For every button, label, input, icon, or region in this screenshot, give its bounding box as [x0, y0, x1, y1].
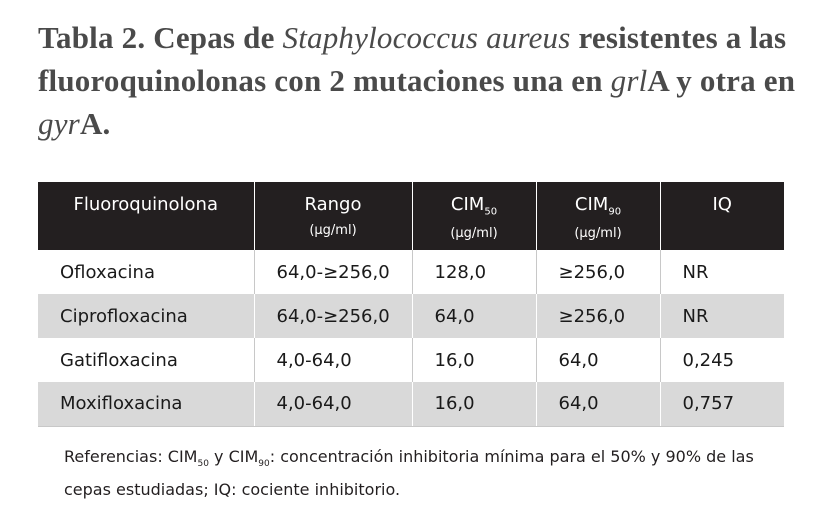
cell-drug: Moxifloxacina	[38, 382, 254, 427]
table-title: Tabla 2. Cepas de Staphylococcus aureus …	[38, 16, 798, 145]
cell-cim50: 64,0	[411, 294, 536, 338]
header-rango-unit: (µg/ml)	[309, 223, 357, 238]
title-prefix: Tabla 2. Cepas de	[38, 20, 283, 55]
header-cim50-unit: (µg/ml)	[450, 225, 498, 241]
cell-cim50: 128,0	[411, 250, 536, 294]
cell-cim90: 64,0	[535, 382, 660, 427]
header-fluoroquinolona: Fluoroquinolona	[38, 182, 254, 250]
table-row: Gatifloxacina 4,0-64,0 16,0 64,0 0,245	[38, 338, 784, 382]
table-header-row: Fluoroquinolona Rango (µg/ml) CIM50 (µg/ml…	[38, 182, 784, 250]
table-row: Ciprofloxacina 64,0-≥256,0 64,0 ≥256,0 N…	[38, 294, 784, 338]
table-row: Ofloxacina 64,0-≥256,0 128,0 ≥256,0 NR	[38, 250, 784, 294]
cell-cim50: 16,0	[411, 338, 536, 382]
cell-drug: Ofloxacina	[38, 250, 254, 294]
title-gene-grl: grl	[610, 63, 648, 98]
header-iq: IQ	[659, 182, 784, 250]
title-gene-gyr-suffix: A.	[79, 106, 111, 141]
cell-iq: 0,757	[659, 382, 784, 427]
cell-cim90: ≥256,0	[535, 250, 660, 294]
table-row: Moxifloxacina 4,0-64,0 16,0 64,0 0,757	[38, 382, 784, 427]
header-cim90: CIM90 (µg/ml)	[535, 182, 660, 250]
cell-iq: 0,245	[659, 338, 784, 382]
header-cim90-unit: (µg/ml)	[574, 225, 622, 241]
title-organism: Staphylococcus aureus	[282, 20, 571, 55]
header-rango: Rango (µg/ml)	[253, 182, 412, 250]
cell-drug: Ciprofloxacina	[38, 294, 254, 338]
header-cim50: CIM50 (µg/ml)	[411, 182, 536, 250]
cell-cim90: ≥256,0	[535, 294, 660, 338]
cell-cim50: 16,0	[411, 382, 536, 427]
title-connector: y otra en	[668, 63, 796, 98]
cell-rango: 64,0-≥256,0	[253, 294, 412, 338]
cell-rango: 64,0-≥256,0	[253, 250, 412, 294]
fluoroquinolone-table: Fluoroquinolona Rango (µg/ml) CIM50 (µg/ml…	[38, 182, 784, 427]
title-gene-gyr: gyr	[38, 106, 80, 141]
cell-cim90: 64,0	[535, 338, 660, 382]
title-middle: resistentes a las fluoroquinolonas con 2…	[38, 20, 787, 98]
table-footnote: Referencias: CIM50 y CIM90: concentració…	[64, 447, 754, 500]
cell-rango: 4,0-64,0	[253, 382, 412, 427]
cell-drug: Gatifloxacina	[38, 338, 254, 382]
cell-iq: NR	[659, 250, 784, 294]
cell-rango: 4,0-64,0	[253, 338, 412, 382]
title-gene-grl-suffix: A	[647, 63, 669, 98]
cell-iq: NR	[659, 294, 784, 338]
